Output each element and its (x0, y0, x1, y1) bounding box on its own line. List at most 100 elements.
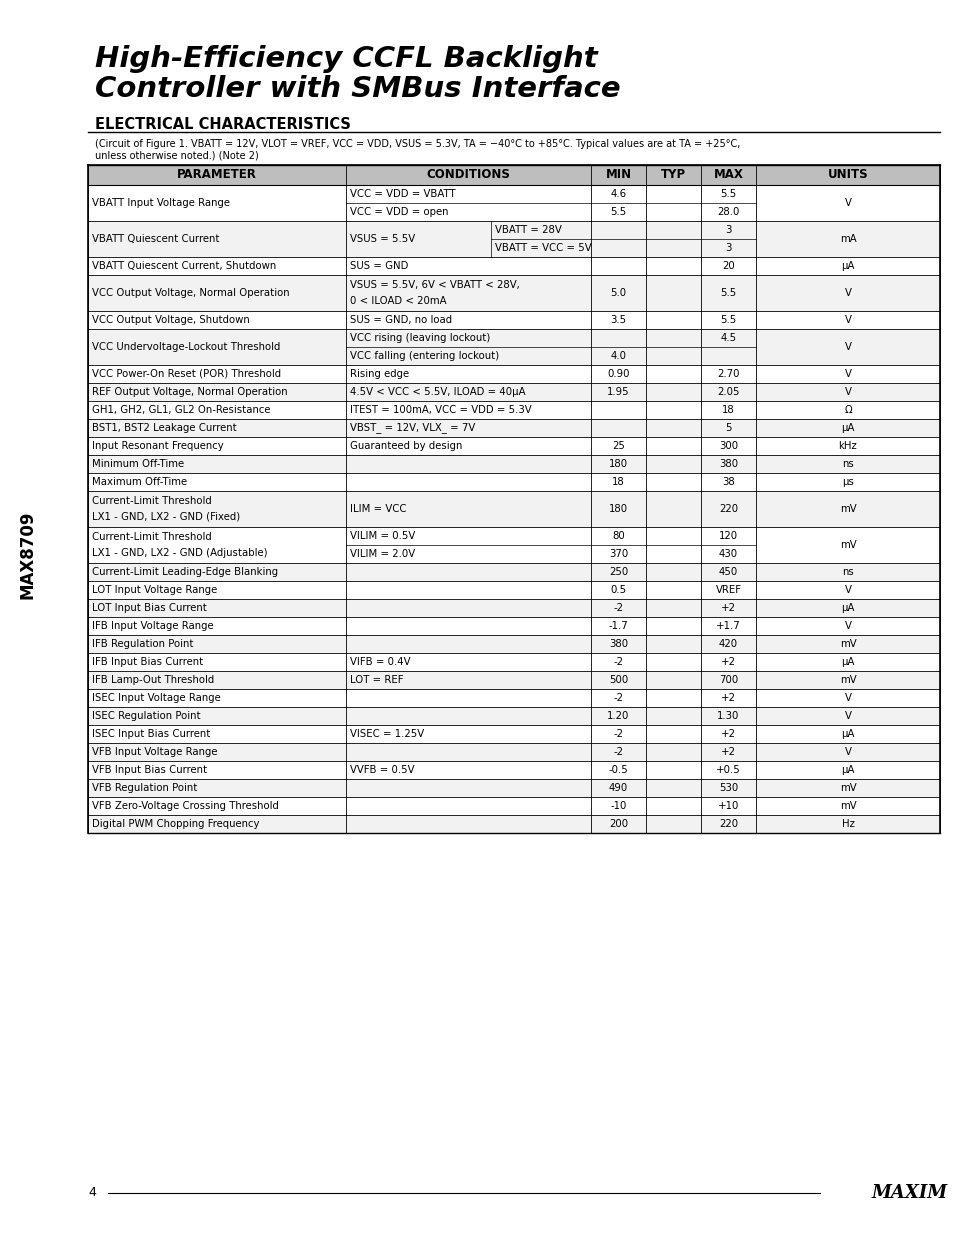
Text: Minimum Off-Time: Minimum Off-Time (91, 459, 184, 469)
Bar (88, 706, 939, 725)
Text: 180: 180 (608, 504, 627, 514)
Bar (88, 743, 939, 761)
Text: 370: 370 (608, 550, 627, 559)
Text: -2: -2 (613, 657, 623, 667)
Bar (88, 563, 939, 580)
Text: 200: 200 (608, 819, 627, 829)
Text: VIFB = 0.4V: VIFB = 0.4V (350, 657, 410, 667)
Text: V: V (843, 315, 850, 325)
Text: VREF: VREF (715, 585, 740, 595)
Text: 20: 20 (721, 261, 734, 270)
Bar (88, 221, 939, 257)
Text: VCC = VDD = VBATT: VCC = VDD = VBATT (350, 189, 456, 199)
Text: 4: 4 (88, 1187, 95, 1199)
Text: V: V (843, 369, 850, 379)
Text: V: V (843, 621, 850, 631)
Text: 4.6: 4.6 (610, 189, 626, 199)
Text: UNITS: UNITS (827, 168, 867, 182)
Text: CONDITIONS: CONDITIONS (426, 168, 510, 182)
Text: -0.5: -0.5 (608, 764, 628, 776)
Bar (88, 815, 939, 832)
Bar (88, 635, 939, 653)
Bar (88, 329, 939, 366)
Text: GH1, GH2, GL1, GL2 On-Resistance: GH1, GH2, GL1, GL2 On-Resistance (91, 405, 271, 415)
Text: V: V (843, 585, 850, 595)
Text: 5: 5 (724, 424, 731, 433)
Text: Digital PWM Chopping Frequency: Digital PWM Chopping Frequency (91, 819, 259, 829)
Text: +2: +2 (720, 747, 735, 757)
Text: MAXIM: MAXIM (871, 1184, 947, 1202)
Text: μA: μA (841, 764, 854, 776)
Text: mV: mV (839, 540, 856, 550)
Bar (88, 527, 939, 563)
Bar (88, 185, 939, 221)
Text: 250: 250 (608, 567, 627, 577)
Text: 180: 180 (608, 459, 627, 469)
Text: -1.7: -1.7 (608, 621, 628, 631)
Text: 220: 220 (719, 504, 738, 514)
Text: High-Efficiency CCFL Backlight: High-Efficiency CCFL Backlight (95, 44, 597, 73)
Text: ISEC Input Bias Current: ISEC Input Bias Current (91, 729, 211, 739)
Text: -2: -2 (613, 729, 623, 739)
Text: Ω: Ω (843, 405, 851, 415)
Text: 5.5: 5.5 (720, 288, 736, 298)
Text: mV: mV (839, 638, 856, 650)
Text: VFB Input Bias Current: VFB Input Bias Current (91, 764, 207, 776)
Text: -2: -2 (613, 603, 623, 613)
Text: 5.5: 5.5 (610, 207, 626, 217)
Bar (88, 779, 939, 797)
Text: +2: +2 (720, 693, 735, 703)
Bar (88, 401, 939, 419)
Bar (88, 383, 939, 401)
Bar (88, 797, 939, 815)
Text: VVFB = 0.5V: VVFB = 0.5V (350, 764, 414, 776)
Text: μs: μs (841, 477, 853, 487)
Text: 530: 530 (719, 783, 738, 793)
Text: VFB Zero-Voltage Crossing Threshold: VFB Zero-Voltage Crossing Threshold (91, 802, 278, 811)
Text: 380: 380 (608, 638, 627, 650)
Text: 3: 3 (724, 225, 731, 235)
Text: 4.5V < VCC < 5.5V, ILOAD = 40μA: 4.5V < VCC < 5.5V, ILOAD = 40μA (350, 387, 525, 396)
Text: Input Resonant Frequency: Input Resonant Frequency (91, 441, 224, 451)
Bar (88, 311, 939, 329)
Text: VSUS = 5.5V, 6V < VBATT < 28V,: VSUS = 5.5V, 6V < VBATT < 28V, (350, 280, 519, 290)
Text: Hz: Hz (841, 819, 854, 829)
Bar (88, 492, 939, 527)
Text: 450: 450 (719, 567, 738, 577)
Text: 380: 380 (719, 459, 738, 469)
Text: VBATT Input Voltage Range: VBATT Input Voltage Range (91, 198, 230, 207)
Text: TYP: TYP (660, 168, 685, 182)
Text: Current-Limit Threshold: Current-Limit Threshold (91, 532, 212, 542)
Text: Maximum Off-Time: Maximum Off-Time (91, 477, 187, 487)
Text: mV: mV (839, 504, 856, 514)
Text: +2: +2 (720, 729, 735, 739)
Text: MAX: MAX (713, 168, 742, 182)
Text: kHz: kHz (838, 441, 857, 451)
Text: IFB Lamp-Out Threshold: IFB Lamp-Out Threshold (91, 676, 214, 685)
Text: VFB Input Voltage Range: VFB Input Voltage Range (91, 747, 217, 757)
Text: VILIM = 2.0V: VILIM = 2.0V (350, 550, 415, 559)
Text: IFB Input Voltage Range: IFB Input Voltage Range (91, 621, 213, 631)
Bar (88, 419, 939, 437)
Text: 1.30: 1.30 (717, 711, 739, 721)
Text: VCC falling (entering lockout): VCC falling (entering lockout) (350, 351, 498, 361)
Text: LOT = REF: LOT = REF (350, 676, 403, 685)
Text: Guaranteed by design: Guaranteed by design (350, 441, 462, 451)
Text: +10: +10 (717, 802, 739, 811)
Bar (88, 580, 939, 599)
Text: -2: -2 (613, 693, 623, 703)
Text: V: V (843, 747, 850, 757)
Text: μA: μA (841, 424, 854, 433)
Text: Current-Limit Leading-Edge Blanking: Current-Limit Leading-Edge Blanking (91, 567, 278, 577)
Text: (Circuit of Figure 1. VBATT = 12V, VLOT = VREF, VCC = VDD, VSUS = 5.3V, TA = −40: (Circuit of Figure 1. VBATT = 12V, VLOT … (95, 140, 740, 149)
Text: ns: ns (841, 567, 853, 577)
Text: LOT Input Voltage Range: LOT Input Voltage Range (91, 585, 217, 595)
Text: VBATT Quiescent Current: VBATT Quiescent Current (91, 233, 219, 245)
Text: +1.7: +1.7 (716, 621, 740, 631)
Bar (88, 671, 939, 689)
Text: mV: mV (839, 783, 856, 793)
Text: +0.5: +0.5 (716, 764, 740, 776)
Text: mV: mV (839, 802, 856, 811)
Text: Rising edge: Rising edge (350, 369, 409, 379)
Bar (88, 437, 939, 454)
